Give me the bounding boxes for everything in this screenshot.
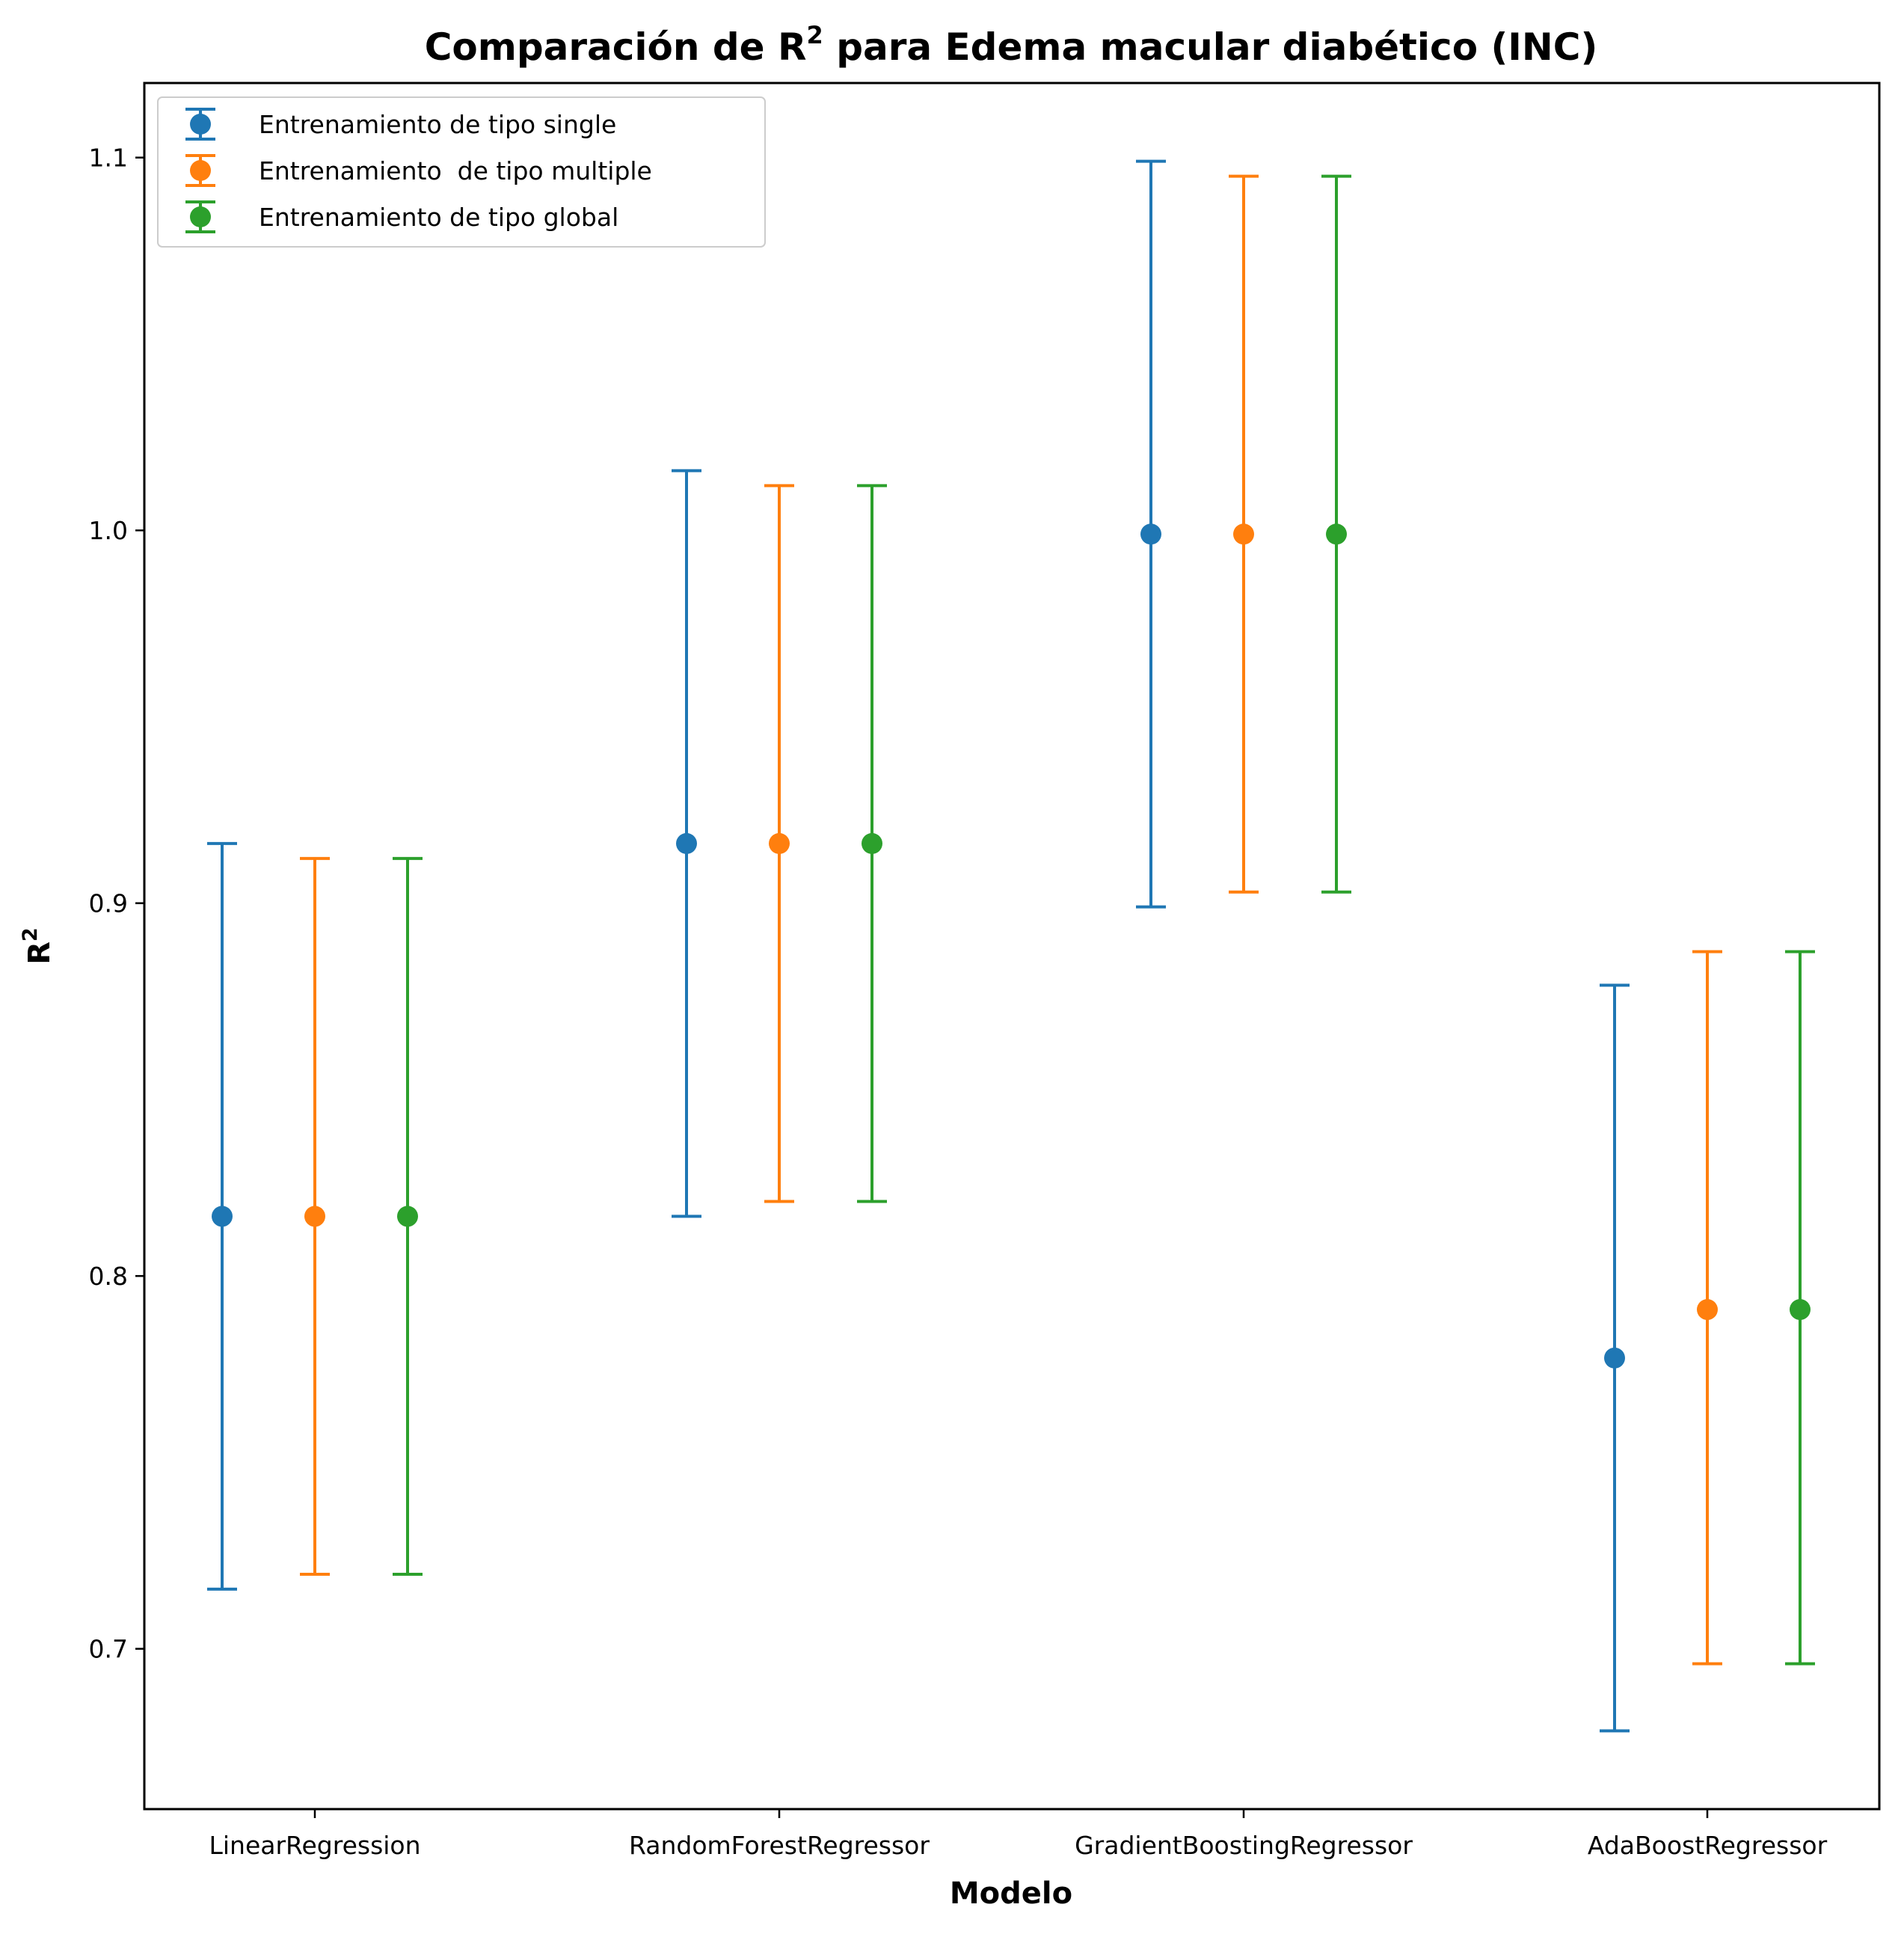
data-point-marker [1140,524,1161,545]
x-tick-label: LinearRegression [209,1831,420,1860]
legend-box [157,96,766,248]
plot-area [207,159,1815,1733]
data-point-marker [1233,524,1254,545]
data-point-marker [862,832,882,854]
y-tick-label: 0.7 [89,1635,128,1664]
x-tick-label: GradientBoostingRegressor [1075,1831,1413,1860]
legend-label: Entrenamiento de tipo multiple [259,156,652,185]
errorbar-point [1600,983,1630,1733]
data-point-marker [397,1206,418,1227]
y-axis-label-superscript: 2 [19,927,42,942]
axis-ticks: LinearRegression RandomForestRegressor Gra… [89,144,1828,1860]
errorbar-point [1692,950,1722,1666]
y-axis-label-main: R [22,942,57,965]
legend-item: Entrenamiento de tipo multiple [185,154,652,187]
errorbar-point [764,484,794,1203]
data-point-marker [304,1206,325,1227]
x-tick-label: AdaBoostRegressor [1588,1831,1828,1860]
data-point-marker [1697,1299,1718,1321]
y-tick-label: 1.0 [89,516,128,545]
data-point-marker [1604,1347,1625,1369]
errorbar-point [1136,159,1166,909]
legend-marker [190,206,211,227]
chart-title-superscript: 2 [807,21,823,49]
errorbar-point [1785,950,1815,1666]
chart-title: Comparación de R2 para Edema macular dia… [425,21,1598,69]
legend-label: Entrenamiento de tipo single [259,110,616,139]
errorbar-point [207,841,237,1591]
errorbar-point [393,856,423,1576]
legend-marker [190,160,211,181]
y-tick-label: 0.8 [89,1262,128,1291]
errorbar-point [300,856,330,1576]
data-point-marker [212,1206,233,1227]
errorbar-point [1229,174,1259,894]
data-point-marker [769,832,790,854]
x-axis-label: Modelo [950,1876,1072,1911]
y-axis-label: R2 [19,927,57,965]
y-tick-label: 0.9 [89,889,128,918]
legend-item: Entrenamiento de tipo single [185,108,616,141]
y-tick-label: 1.1 [89,144,128,173]
legend-label: Entrenamiento de tipo global [259,203,618,232]
data-point-marker [676,832,697,854]
chart-title-rest: para Edema macular diabético (INC) [823,25,1598,69]
chart-title-main: Comparación de R [425,25,807,69]
data-point-marker [1790,1299,1811,1321]
errorbar-point [672,469,701,1218]
legend-marker [190,114,211,135]
plot-frame [143,82,1881,1811]
errorbar-point [857,484,887,1203]
legend-item: Entrenamiento de tipo global [185,200,618,233]
x-tick-label: RandomForestRegressor [629,1831,930,1860]
errorbar-point [1321,174,1351,894]
data-point-marker [1326,524,1347,545]
legend: Entrenamiento de tipo single Entrenamient… [157,96,766,248]
